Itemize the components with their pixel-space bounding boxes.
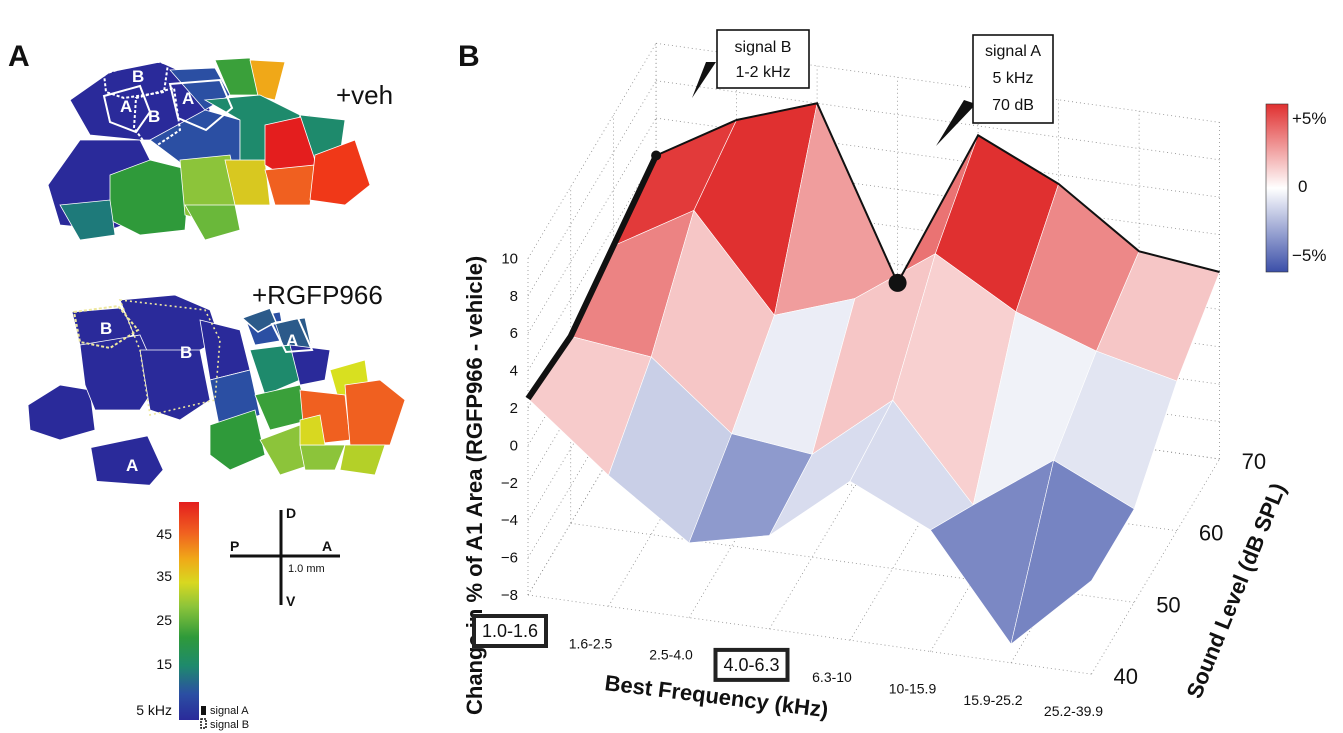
map-rgfp966: B B A A — [27, 294, 406, 488]
frequency-tick-label: 6.3-10 — [812, 669, 852, 685]
z-tick-label: −4 — [501, 512, 518, 529]
gridline — [656, 42, 1220, 123]
z-tick-label: 0 — [510, 437, 518, 454]
zone-a-rgfp-2: A — [126, 456, 138, 475]
colorbar-tick-15: 15 — [156, 656, 172, 672]
level-tick-label: 70 — [1242, 449, 1266, 474]
zone-b-rgfp-2: B — [180, 343, 192, 362]
ridge-line-70db — [655, 102, 1220, 286]
z-tick-label: −8 — [501, 587, 518, 604]
zone-b-veh-1: B — [132, 67, 144, 86]
zone-b-rgfp-1: B — [100, 319, 112, 338]
gridline — [656, 80, 1220, 161]
signal-b-swatch — [200, 718, 207, 729]
callout-a-line1: signal A — [985, 43, 1041, 60]
colorbar-tick-25: 25 — [156, 612, 172, 628]
highlighted-frequency-box — [713, 647, 790, 682]
z-tick-label: 6 — [510, 325, 518, 342]
highlighted-frequency-box — [472, 614, 548, 648]
map-rgfp-label: +RGFP966 — [252, 280, 383, 310]
callout-b-line1: signal B — [735, 39, 792, 56]
level-tick-label: 50 — [1156, 592, 1180, 617]
callout-a-line2: 5 kHz — [993, 70, 1034, 87]
z-tick-label: −2 — [501, 475, 518, 492]
z-tick-label: 2 — [510, 400, 518, 417]
signal-a-swatch — [201, 706, 206, 715]
zone-b-veh-2: B — [148, 107, 160, 126]
frequency-tick-label: 2.5-4.0 — [649, 647, 693, 663]
gridline — [527, 117, 657, 334]
compass-d: D — [286, 505, 296, 521]
z-axis: 10 8 6 4 2 0 −2 −4 −6 −8 — [501, 250, 518, 604]
panel-b-letter: B — [458, 40, 480, 73]
map-vehicle: B A B A — [47, 57, 371, 241]
surface-patch — [1010, 459, 1135, 645]
signal-b-ridge — [525, 154, 659, 401]
colorbar-low-label: 5 kHz — [136, 702, 172, 718]
gridline — [1091, 458, 1220, 675]
compass-a: A — [322, 538, 332, 554]
colorbar-tick-35: 35 — [156, 568, 172, 584]
colorbar-b-mid: 0 — [1298, 177, 1307, 196]
gridline — [656, 155, 1220, 235]
zone-a-veh-1: A — [120, 97, 132, 116]
zone-a-rgfp-1: A — [286, 331, 298, 350]
signal-a-marker — [888, 273, 907, 292]
colorbar-tick-45: 45 — [156, 526, 172, 542]
z-tick-label: −6 — [501, 550, 518, 567]
map-veh-label: +veh — [336, 80, 393, 110]
panel-a-letter: A — [8, 40, 30, 73]
compass-p: P — [230, 538, 239, 554]
surface-plot — [525, 102, 1221, 645]
z-tick-label: 8 — [510, 288, 518, 305]
frequency-tick-label: 10-15.9 — [889, 681, 937, 697]
frequency-axis: 1.0-1.6 1.6-2.5 2.5-4.0 4.0-6.3 6.3-10 10-15.… — [472, 614, 1103, 719]
gridline — [527, 43, 657, 259]
gridline — [570, 522, 1135, 603]
callout-b-line2: 1-2 kHz — [735, 64, 790, 81]
callout-signal-a: signal A 5 kHz 70 dB — [936, 34, 1054, 146]
level-tick-label: 60 — [1199, 521, 1223, 546]
panel-a: A B A B A — [8, 40, 406, 731]
z-tick-label: 10 — [501, 250, 518, 267]
frequency-colorbar — [179, 502, 199, 720]
colorbar-b-bottom: −5% — [1292, 246, 1327, 265]
level-tick-label: 40 — [1114, 664, 1138, 689]
gridline — [527, 594, 1092, 675]
frequency-tick-label: 1.0-1.6 — [482, 621, 538, 641]
callout-a-line3: 70 dB — [992, 97, 1034, 114]
gridline — [527, 80, 657, 297]
compass-v: V — [286, 593, 296, 609]
frequency-tick-label: 4.0-6.3 — [723, 655, 779, 675]
gridline — [527, 155, 657, 371]
frequency-tick-label: 15.9-25.2 — [963, 692, 1022, 708]
callout-signal-b: signal B 1-2 kHz — [692, 29, 810, 98]
level-axis-title: Sound Level (dB SPL) — [1181, 479, 1290, 701]
gridline — [656, 117, 1220, 198]
z-tick-label: 4 — [510, 363, 518, 380]
zone-a-veh-2: A — [182, 89, 194, 108]
legend-signal-a: signal A — [210, 705, 249, 717]
frequency-tick-label: 1.6-2.5 — [569, 635, 613, 651]
orientation-compass: D V P A 1.0 mm — [230, 505, 340, 609]
level-axis: 40 50 60 70 — [1114, 449, 1267, 689]
signal-b-marker — [651, 150, 662, 161]
change-colorbar — [1265, 103, 1289, 273]
colorbar-b-top: +5% — [1292, 109, 1327, 128]
frequency-tick-label: 25.2-39.9 — [1044, 703, 1103, 719]
compass-scale: 1.0 mm — [288, 563, 325, 575]
legend-signal-b: signal B — [210, 719, 249, 731]
